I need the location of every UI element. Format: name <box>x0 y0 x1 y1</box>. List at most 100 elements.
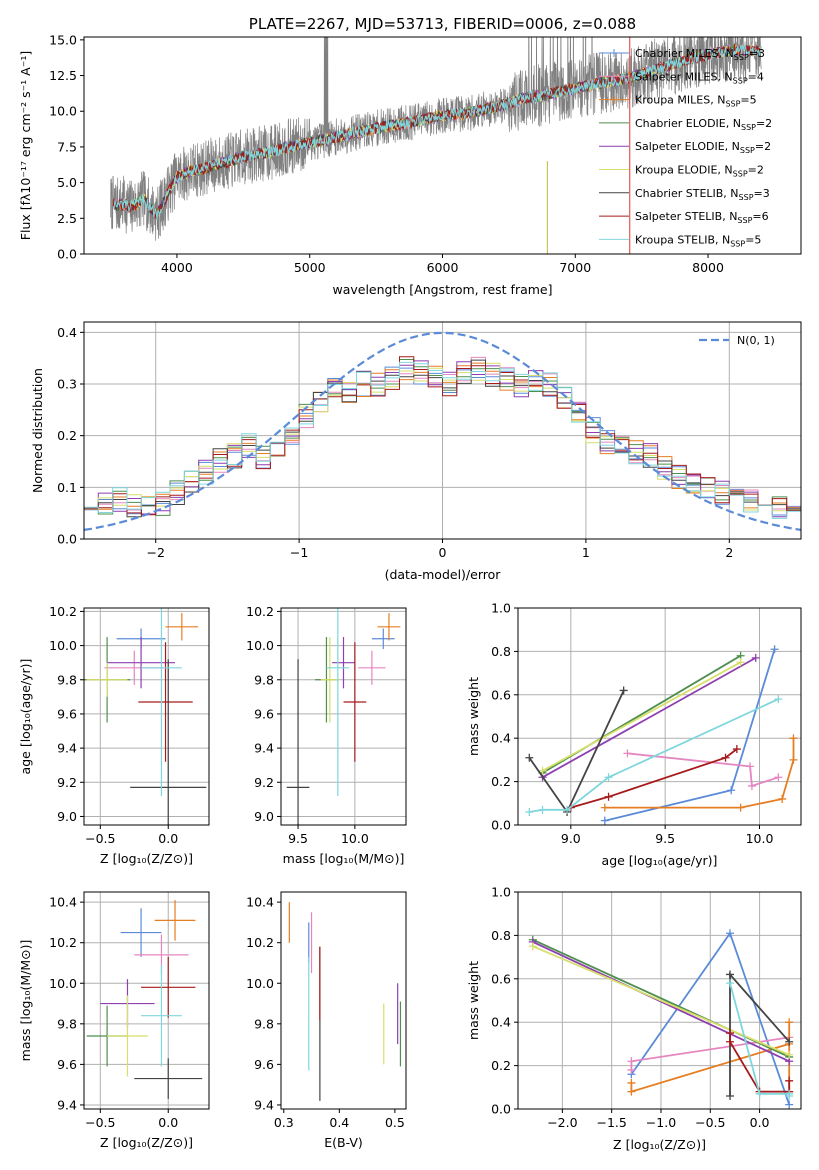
errorbar-point-salpeter_stelib <box>138 642 193 762</box>
errorbar-point-kroupa_elodie <box>320 637 339 723</box>
chart-title: PLATE=2267, MJD=53713, FIBERID=0006, z=0… <box>249 15 636 33</box>
series-line <box>542 661 742 772</box>
series-point <box>538 805 547 814</box>
x-tick-label: 6000 <box>427 260 459 275</box>
legend-label-tail: =6 <box>752 210 768 223</box>
legend: N(0, 1) <box>699 334 775 347</box>
axes-frame <box>83 607 210 826</box>
axes-frame <box>280 607 407 826</box>
y-tick-label: 10.4 <box>246 895 274 910</box>
ticks: 9.0 9.5 10.0 0.0 0.2 0.4 0.6 0.8 1.0 <box>491 601 773 847</box>
legend-label: Kroupa MILES, NSSP=5 <box>635 94 757 109</box>
series-point <box>770 645 779 654</box>
x-tick-label: 0.3 <box>274 1115 294 1130</box>
series-point <box>528 942 537 951</box>
axes-frame <box>517 607 802 826</box>
x-tick-label: −1.5 <box>596 1115 626 1130</box>
legend-label-main: Chabrier MILES, N <box>635 47 734 60</box>
series-point <box>785 1091 794 1100</box>
y-tick-label: 0.4 <box>57 325 77 340</box>
series-point <box>732 745 741 754</box>
x-tick-label: 0.0 <box>750 1115 770 1130</box>
series-point <box>785 1076 794 1085</box>
chart-spectrum: 4000 5000 6000 7000 8000 0.0 2.5 5.0 7.5 10.0 12.5… <box>18 15 802 297</box>
errorbar-point-kroupa_stelib <box>141 965 182 1067</box>
y-tick-label: 10.2 <box>49 935 77 950</box>
errorbar-point-salpeter_stelib <box>141 956 196 1018</box>
x-tick-label: −2 <box>146 545 164 560</box>
y-tick-label: 1.0 <box>491 601 511 616</box>
legend-label-main: Salpeter ELODIE, N <box>635 140 740 153</box>
errorbar-point-salpeter_stelib <box>343 642 367 762</box>
errorbar-point-chabrier_miles <box>120 908 162 957</box>
series-point <box>736 658 745 667</box>
series-point <box>619 686 628 695</box>
series-kroupa_stelib <box>525 695 783 816</box>
y-tick-label: 2.5 <box>57 211 77 226</box>
chart-age-vs-Z: −0.5 0.0 9.0 9.2 9.4 9.6 9.8 10.0 10.2 Z [log₁₀(Z… <box>18 604 210 866</box>
x-axis-label: Z [log₁₀(Z/Z⊙)] <box>100 851 193 866</box>
series-point <box>747 781 756 790</box>
x-tick-label: −1.0 <box>646 1115 676 1130</box>
x-tick-label: 10.0 <box>341 831 369 846</box>
legend-label: Chabrier ELODIE, NSSP=2 <box>635 117 772 132</box>
series-point <box>778 794 787 803</box>
series-salpeter_miles <box>623 749 783 790</box>
series-point <box>538 766 547 775</box>
ticks: 9.5 10.0 9.0 9.2 9.4 9.6 9.8 10.0 10.2 <box>246 604 369 846</box>
x-tick-label: −0.5 <box>695 1115 725 1130</box>
y-tick-label: 0.0 <box>57 532 77 547</box>
y-tick-label: 9.6 <box>254 706 274 721</box>
x-tick-label: 0.4 <box>329 1115 349 1130</box>
legend-label-tail: =2 <box>748 164 764 177</box>
errorbar-point-chabrier_stelib <box>130 659 207 825</box>
series-point <box>600 803 609 812</box>
gridlines <box>84 892 209 1109</box>
plot-area <box>286 608 401 825</box>
plot-area <box>86 900 203 1099</box>
y-tick-label: 7.5 <box>57 139 77 154</box>
y-axis-label: mass weight <box>466 677 481 756</box>
series-point <box>563 805 572 814</box>
series-point <box>726 979 735 988</box>
errorbar-point-chabrier_stelib <box>286 659 310 825</box>
series-point <box>789 734 798 743</box>
series-point <box>604 773 613 782</box>
errorbar-point-kroupa_stelib <box>326 608 350 796</box>
legend-label: Salpeter STELIB, NSSP=6 <box>635 210 769 225</box>
legend-label-tail: =3 <box>754 187 770 200</box>
legend-label-sub: SSP <box>733 76 748 85</box>
ticks: −0.5 0.0 9.0 9.2 9.4 9.6 9.8 10.0 10.2 <box>49 604 178 846</box>
ticks: −2.0 −1.5 −1.0 −0.5 0.0 0.0 0.2 0.4 0.6 0.8 1.0 <box>491 885 769 1131</box>
errorbar-point-kroupa_miles <box>165 613 199 641</box>
legend-label-sub: SSP <box>725 100 740 109</box>
y-tick-label: 0.2 <box>57 428 77 443</box>
axes-frame <box>280 891 407 1110</box>
gridlines <box>84 608 209 825</box>
y-tick-label: 10.2 <box>246 935 274 950</box>
chart-mass-vs-Z: −0.5 0.0 9.4 9.6 9.8 10.0 10.2 10.4 Z [log₁₀(Z/Z… <box>18 891 210 1150</box>
chart-age-vs-mass: 9.5 10.0 9.0 9.2 9.4 9.6 9.8 10.0 10.2 mass [log₁… <box>246 604 407 866</box>
x-tick-label: 9.0 <box>561 831 581 846</box>
series-point <box>627 1078 636 1087</box>
errorbar-point-kroupa_elodie <box>86 662 128 697</box>
legend-label: Chabrier STELIB, NSSP=3 <box>635 187 770 202</box>
legend-label-tail: =5 <box>740 94 756 107</box>
series-point <box>627 1065 636 1074</box>
y-tick-label: 10.0 <box>49 638 77 653</box>
legend-label: Salpeter ELODIE, NSSP=2 <box>635 140 771 155</box>
model-line-kroupa_stelib <box>112 44 762 220</box>
x-tick-label: −1 <box>290 545 308 560</box>
series-point <box>726 1029 735 1038</box>
series-point <box>736 803 745 812</box>
x-tick-label: 9.5 <box>288 831 308 846</box>
y-tick-label: 1.0 <box>491 885 511 900</box>
y-axis-label: Normed distribution <box>30 368 45 493</box>
y-tick-label: 0.0 <box>491 1102 511 1117</box>
series-point <box>721 753 730 762</box>
x-tick-label: 5000 <box>294 260 326 275</box>
x-tick-label: 10.0 <box>746 831 774 846</box>
legend-label-sub: SSP <box>737 216 752 225</box>
x-axis-label: age [log₁₀(age/yr)] <box>602 853 718 868</box>
